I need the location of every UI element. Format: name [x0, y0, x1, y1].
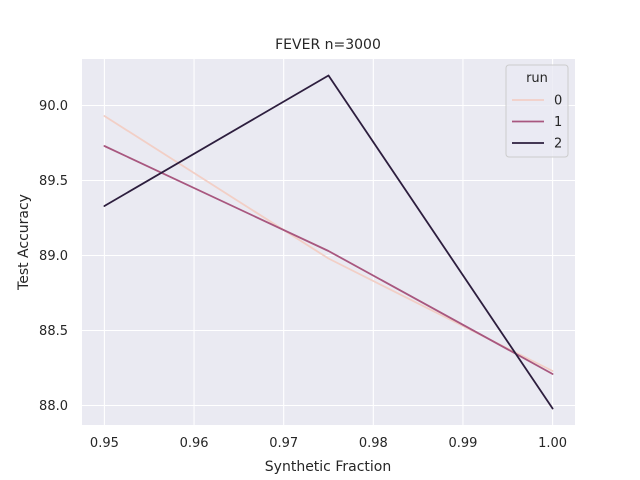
legend-title: run — [526, 71, 548, 86]
tick-labels: 0.95 0.96 0.97 0.98 0.99 1.00 88.0 88.5 89.0 89.5… — [39, 99, 567, 451]
legend: run 0 1 2 — [505, 64, 569, 158]
legend-label-run-1: 1 — [554, 115, 562, 130]
x-tick-label: 0.99 — [448, 436, 477, 451]
plot-area — [82, 59, 575, 425]
y-tick-label: 88.5 — [39, 324, 68, 339]
legend-label-run-2: 2 — [554, 137, 562, 152]
x-tick-label: 0.98 — [359, 436, 388, 451]
x-tick-label: 1.00 — [538, 436, 567, 451]
legend-items: 0 1 2 — [512, 94, 562, 152]
y-tick-label: 89.5 — [39, 174, 68, 189]
series-line-run-1 — [103, 145, 554, 375]
series-line-run-2 — [103, 74, 554, 410]
x-tick-label: 0.97 — [269, 436, 298, 451]
legend-label-run-0: 0 — [554, 94, 562, 109]
x-axis-title: Synthetic Fraction — [265, 459, 391, 475]
y-tick-label: 88.0 — [39, 399, 68, 414]
x-tick-label: 0.95 — [90, 436, 119, 451]
legend-box — [505, 64, 569, 158]
y-axis-title: Test Accuracy — [16, 194, 32, 291]
chart-title: FEVER n=3000 — [275, 37, 381, 53]
y-tick-label: 89.0 — [39, 249, 68, 264]
y-tick-label: 90.0 — [39, 99, 68, 114]
x-tick-label: 0.96 — [180, 436, 209, 451]
series-lines — [103, 74, 554, 410]
